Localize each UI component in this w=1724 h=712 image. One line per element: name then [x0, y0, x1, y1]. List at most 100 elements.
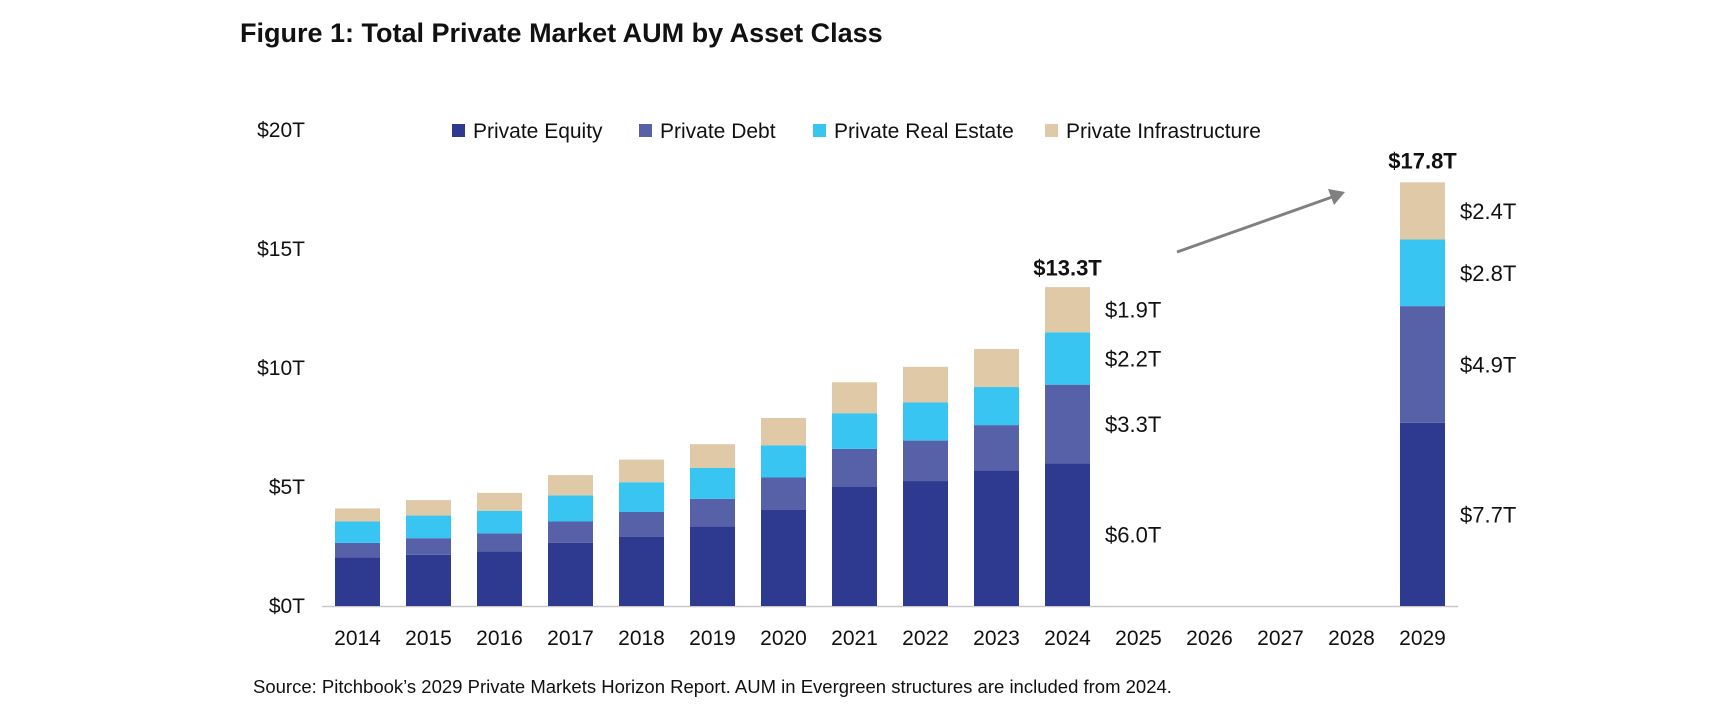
bar-segment-private-infrastructure	[832, 382, 877, 414]
bar-segment-private-equity	[1045, 463, 1090, 606]
segment-value-label: $7.7T	[1460, 502, 1516, 527]
legend-label: Private Real Estate	[834, 120, 1014, 143]
bar-segment-private-equity	[335, 557, 380, 606]
total-value-label: $13.3T	[1033, 255, 1102, 280]
growth-arrow-head	[1328, 189, 1345, 205]
bar-segment-private-real-estate	[335, 521, 380, 543]
chart-title: Figure 1: Total Private Market AUM by As…	[240, 18, 883, 48]
bar-segment-private-infrastructure	[619, 459, 664, 483]
segment-value-label: $6.0T	[1105, 523, 1161, 548]
bar-segment-private-equity	[406, 554, 451, 606]
x-tick-label: 2025	[1115, 627, 1162, 650]
bar-segment-private-real-estate	[974, 387, 1019, 426]
legend-swatch	[639, 124, 652, 137]
bar-segment-private-infrastructure	[690, 444, 735, 468]
total-value-label: $17.8T	[1388, 148, 1457, 173]
bar-segment-private-real-estate	[477, 510, 522, 534]
legend-swatch	[813, 124, 826, 137]
bar-segment-private-infrastructure	[903, 366, 948, 403]
legend-label: Private Equity	[473, 120, 603, 143]
x-tick-label: 2018	[618, 627, 665, 650]
bar-segment-private-equity	[903, 481, 948, 606]
y-axis: $0T $5T $10T $15T $20T	[257, 119, 305, 618]
x-tick-label: 2026	[1186, 627, 1233, 650]
bar-segment-private-debt	[619, 511, 664, 537]
x-tick-label: 2028	[1328, 627, 1375, 650]
bar-segment-private-debt	[903, 440, 948, 482]
bar-segment-private-debt	[335, 542, 380, 558]
bar-segment-private-real-estate	[1400, 239, 1445, 307]
bar-segment-private-real-estate	[406, 515, 451, 539]
bar-segment-private-equity	[690, 526, 735, 606]
y-tick-label: $10T	[257, 357, 305, 380]
legend: Private Equity Private Debt Private Real E…	[452, 120, 1261, 143]
bar-segment-private-real-estate	[761, 445, 806, 478]
bar-segment-private-debt	[548, 521, 593, 543]
segment-labels-group: $6.0T $3.3T $2.2T $1.9T $7.7T $4.9T $2.8T $2.4T	[1105, 199, 1516, 548]
x-tick-label: 2029	[1399, 627, 1446, 650]
bar-segment-private-debt	[761, 477, 806, 510]
bar-segment-private-infrastructure	[761, 417, 806, 446]
x-tick-label: 2024	[1044, 627, 1091, 650]
bar-segment-private-infrastructure	[335, 508, 380, 522]
bar-segment-private-equity	[548, 542, 593, 606]
segment-value-label: $2.4T	[1460, 199, 1516, 224]
segment-value-label: $1.9T	[1105, 298, 1161, 323]
x-tick-label: 2019	[689, 627, 736, 650]
bar-segment-private-real-estate	[690, 467, 735, 499]
bar-segment-private-real-estate	[619, 482, 664, 512]
bar-segment-private-infrastructure	[406, 500, 451, 516]
y-tick-label: $0T	[269, 595, 305, 618]
bar-segment-private-debt	[690, 498, 735, 527]
legend-swatch	[452, 124, 465, 137]
legend-label: Private Infrastructure	[1066, 120, 1261, 143]
bars-group	[335, 182, 1445, 606]
bar-segment-private-infrastructure	[1045, 287, 1090, 333]
bar-segment-private-debt	[1045, 384, 1090, 464]
bar-segment-private-debt	[406, 538, 451, 555]
segment-value-label: $2.2T	[1105, 346, 1161, 371]
bar-segment-private-equity	[619, 536, 664, 606]
x-tick-label: 2027	[1257, 627, 1304, 650]
bar-segment-private-debt	[974, 425, 1019, 471]
y-tick-label: $5T	[269, 476, 305, 499]
bar-segment-private-infrastructure	[548, 475, 593, 496]
legend-label: Private Debt	[660, 120, 776, 143]
y-tick-label: $20T	[257, 119, 305, 142]
growth-arrow-line	[1176, 194, 1336, 254]
legend-swatch	[1045, 124, 1058, 137]
bar-segment-private-equity	[477, 551, 522, 606]
x-tick-label: 2021	[831, 627, 878, 650]
bar-segment-private-equity	[761, 509, 806, 606]
segment-value-label: $3.3T	[1105, 412, 1161, 437]
x-tick-label: 2014	[334, 627, 381, 650]
bar-segment-private-equity	[974, 470, 1019, 606]
bar-segment-private-real-estate	[903, 402, 948, 441]
bar-segment-private-debt	[477, 533, 522, 552]
bar-segment-private-infrastructure	[477, 492, 522, 511]
x-tick-label: 2023	[973, 627, 1020, 650]
x-axis: 2014 2015 2016 2017 2018 2019 2020 2021 2022 2023…	[322, 605, 1458, 650]
bar-segment-private-debt	[832, 448, 877, 487]
source-note: Source: Pitchbook’s 2029 Private Markets…	[253, 676, 1172, 697]
bar-segment-private-real-estate	[832, 413, 877, 449]
x-tick-label: 2020	[760, 627, 807, 650]
segment-value-label: $4.9T	[1460, 352, 1516, 377]
annotations-group	[1176, 189, 1345, 254]
segment-value-label: $2.8T	[1460, 261, 1516, 286]
bar-segment-private-infrastructure	[974, 348, 1019, 388]
bar-segment-private-equity	[1400, 422, 1445, 606]
bar-segment-private-debt	[1400, 306, 1445, 423]
bar-segment-private-real-estate	[1045, 332, 1090, 385]
totals-group: $13.3T $17.8T	[1033, 148, 1457, 280]
x-tick-label: 2017	[547, 627, 594, 650]
x-tick-label: 2016	[476, 627, 523, 650]
bar-segment-private-real-estate	[548, 495, 593, 522]
x-tick-label: 2022	[902, 627, 949, 650]
x-tick-label: 2015	[405, 627, 452, 650]
y-tick-label: $15T	[257, 238, 305, 261]
bar-segment-private-infrastructure	[1400, 182, 1445, 240]
bar-segment-private-equity	[832, 487, 877, 606]
